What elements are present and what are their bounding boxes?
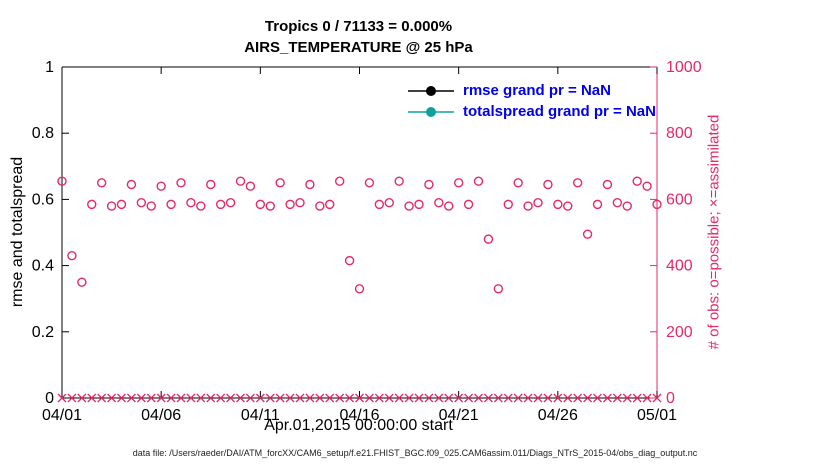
chart-title: Tropics 0 / 71133 = 0.000% AIRS_TEMPERAT… xyxy=(60,16,657,58)
svg-text:800: 800 xyxy=(666,125,693,142)
svg-text:04/06: 04/06 xyxy=(141,407,181,424)
svg-text:04/01: 04/01 xyxy=(42,407,82,424)
svg-text:600: 600 xyxy=(666,191,693,208)
title-line-2: AIRS_TEMPERATURE @ 25 hPa xyxy=(244,39,473,56)
svg-text:1: 1 xyxy=(45,59,54,76)
title-line-1: Tropics 0 / 71133 = 0.000% xyxy=(264,18,453,35)
svg-text:0: 0 xyxy=(45,390,54,407)
data-file-caption: data file: /Users/raeder/DAI/ATM_forcXX/… xyxy=(132,448,698,458)
totalspread-marker-icon xyxy=(408,106,454,117)
svg-text:0.4: 0.4 xyxy=(32,258,54,275)
svg-text:200: 200 xyxy=(666,324,693,341)
svg-text:05/01: 05/01 xyxy=(637,407,677,424)
svg-text:0.2: 0.2 xyxy=(32,324,54,341)
rmse-marker-icon xyxy=(408,85,454,96)
legend-label-rmse: rmse grand pr = NaN xyxy=(463,82,611,99)
legend-label-totalspread: totalspread grand pr = NaN xyxy=(463,103,656,120)
svg-text:04/26: 04/26 xyxy=(538,407,578,424)
svg-text:04/21: 04/21 xyxy=(439,407,479,424)
svg-text:1000: 1000 xyxy=(666,59,702,76)
svg-text:0: 0 xyxy=(666,390,675,407)
legend-item-rmse: rmse grand pr = NaN xyxy=(408,80,656,101)
svg-text:0.6: 0.6 xyxy=(32,191,54,208)
svg-text:400: 400 xyxy=(666,258,693,275)
svg-text:04/11: 04/11 xyxy=(241,407,280,424)
x-axis-label: Apr.01,2015 00:00:00 start xyxy=(264,417,453,434)
legend: rmse grand pr = NaN totalspread grand pr… xyxy=(408,80,656,122)
svg-text:0.8: 0.8 xyxy=(32,125,54,142)
legend-item-totalspread: totalspread grand pr = NaN xyxy=(408,101,656,122)
svg-text:04/16: 04/16 xyxy=(339,407,379,424)
